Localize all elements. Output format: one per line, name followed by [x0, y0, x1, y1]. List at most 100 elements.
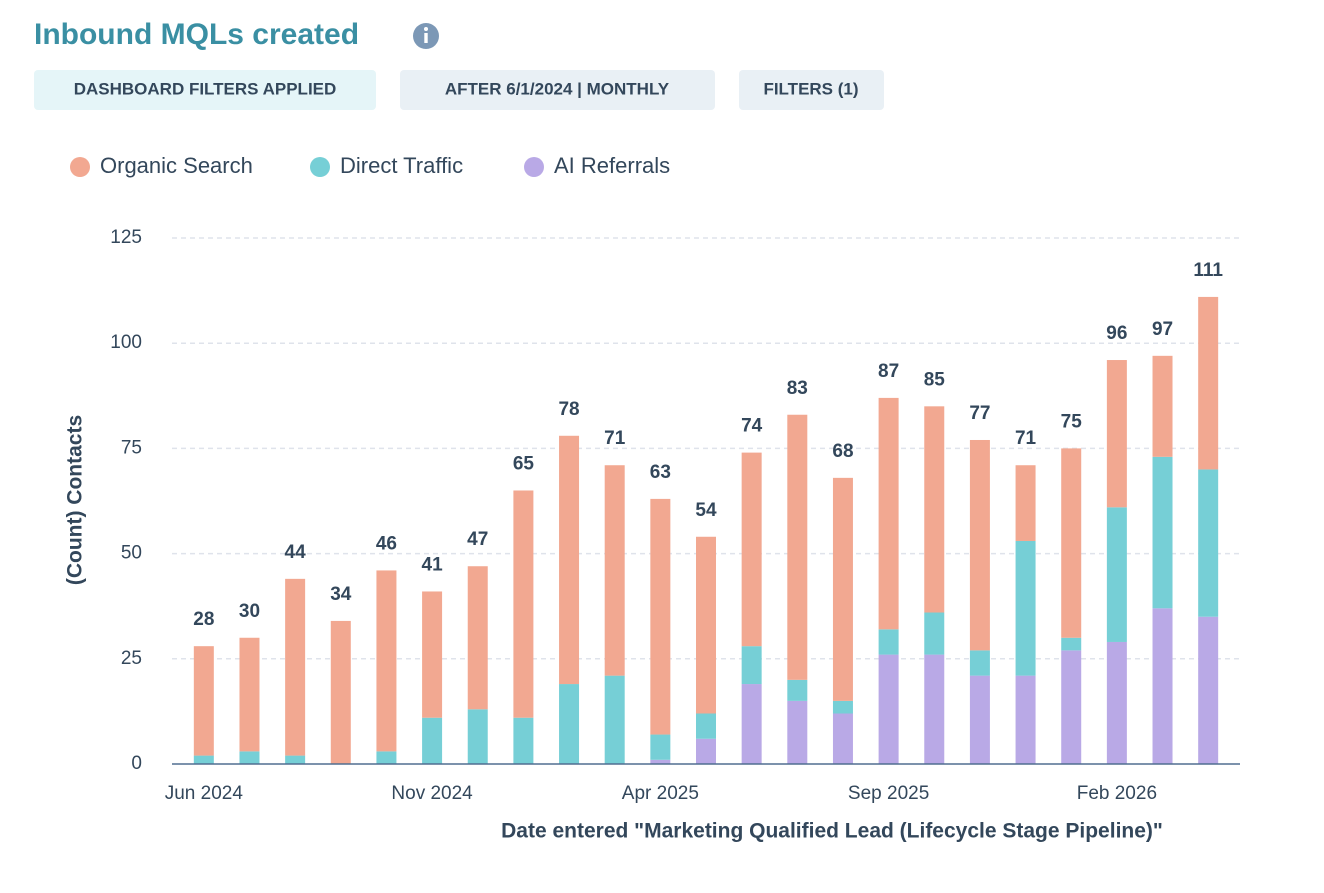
- chip-label: AFTER 6/1/2024 | MONTHLY: [445, 79, 670, 98]
- total-label: 47: [467, 529, 488, 550]
- bar-segment: [787, 679, 808, 701]
- bar-segment: [285, 578, 306, 756]
- total-label: 85: [924, 369, 946, 390]
- total-label: 34: [330, 584, 352, 605]
- bar-segment: [559, 684, 580, 764]
- bar-segment: [741, 452, 762, 647]
- bar-segment: [787, 414, 808, 680]
- bar-segment: [513, 490, 534, 718]
- bar-segment: [376, 751, 397, 764]
- bar-segment: [1152, 608, 1173, 764]
- total-label: 78: [558, 399, 579, 420]
- chip[interactable]: [739, 70, 884, 110]
- bar-segment: [193, 646, 214, 756]
- total-label: 74: [741, 416, 763, 437]
- y-tick-label: 75: [121, 437, 142, 458]
- total-label: 68: [832, 441, 853, 462]
- bar-segment: [1015, 540, 1036, 676]
- x-tick-label: Sep 2025: [848, 783, 929, 804]
- total-label: 44: [285, 542, 307, 563]
- bar-segment: [832, 700, 853, 714]
- bar-segment: [513, 717, 534, 764]
- bar-segment: [239, 637, 260, 752]
- bar-segment: [467, 709, 488, 764]
- legend-label: Direct Traffic: [340, 153, 463, 178]
- bar-segment: [422, 591, 443, 718]
- bar-segment: [878, 654, 899, 764]
- bar-segment: [696, 713, 716, 739]
- bar-segment: [650, 734, 671, 760]
- bar-segment: [696, 536, 716, 714]
- x-tick-label: Nov 2024: [391, 783, 473, 804]
- bar-segment: [1106, 360, 1127, 508]
- bar-segment: [696, 738, 716, 764]
- bar-segment: [969, 675, 990, 764]
- total-label: 77: [969, 403, 990, 424]
- total-label: 96: [1106, 323, 1127, 344]
- total-label: 83: [787, 378, 808, 399]
- bar-segment: [832, 477, 853, 701]
- y-tick-label: 0: [131, 753, 142, 774]
- bar-segment: [239, 751, 260, 764]
- bar-segment: [422, 717, 443, 764]
- bar-segment: [1015, 465, 1036, 541]
- x-axis-label: Date entered "Marketing Qualified Lead (…: [501, 820, 1163, 843]
- bar-segment: [924, 612, 945, 655]
- bar-segment: [604, 675, 625, 764]
- bar-segment: [1061, 650, 1082, 764]
- legend-swatch: [70, 157, 90, 177]
- bar-segment: [650, 759, 671, 764]
- chip-label: FILTERS (1): [763, 79, 858, 98]
- total-label: 54: [695, 500, 717, 521]
- bar-segment: [330, 620, 351, 764]
- total-label: 41: [422, 554, 444, 575]
- bar-segment: [1198, 296, 1219, 470]
- total-label: 71: [604, 428, 626, 449]
- bar-segment: [467, 566, 488, 710]
- x-tick-label: Apr 2025: [622, 783, 699, 804]
- total-label: 111: [1193, 260, 1223, 281]
- y-tick-label: 25: [121, 648, 142, 669]
- bar-segment: [193, 755, 214, 764]
- bar-segment: [1198, 616, 1219, 764]
- filter-chips: DASHBOARD FILTERS APPLIED AFTER 6/1/2024…: [34, 70, 884, 110]
- y-tick-label: 100: [110, 332, 142, 353]
- bar-segment: [969, 650, 990, 676]
- bar-segment: [1106, 641, 1127, 764]
- total-label: 75: [1061, 411, 1083, 432]
- bar-segment: [1061, 637, 1082, 651]
- bar-segment: [1106, 507, 1127, 642]
- chip[interactable]: [400, 70, 715, 110]
- bar-segment: [376, 570, 397, 752]
- chip[interactable]: [34, 70, 376, 110]
- bar-segment: [741, 684, 762, 764]
- chip-label: DASHBOARD FILTERS APPLIED: [74, 79, 337, 98]
- legend-swatch: [310, 157, 330, 177]
- x-tick-label: Feb 2026: [1077, 783, 1157, 804]
- total-label: 87: [878, 361, 899, 382]
- total-label: 71: [1015, 428, 1037, 449]
- total-label: 97: [1152, 319, 1173, 340]
- bar-segment: [1198, 469, 1219, 617]
- x-tick-label: Jun 2024: [165, 783, 244, 804]
- bar-segment: [878, 397, 899, 630]
- info-icon[interactable]: [413, 23, 439, 49]
- y-tick-label: 125: [110, 227, 142, 248]
- bar-segment: [787, 700, 808, 764]
- bar-segment: [832, 713, 853, 764]
- bar-segment: [1152, 456, 1173, 609]
- bar-segment: [1061, 448, 1082, 638]
- legend-label: AI Referrals: [554, 153, 670, 178]
- total-label: 30: [239, 601, 260, 622]
- bar-segment: [559, 435, 580, 685]
- total-label: 63: [650, 462, 671, 483]
- total-label: 28: [193, 609, 214, 630]
- bar-segment: [878, 629, 899, 655]
- legend-swatch: [524, 157, 544, 177]
- bar-segment: [604, 465, 625, 676]
- bar-segment: [285, 755, 306, 764]
- y-axis-label: (Count) Contacts: [64, 415, 87, 585]
- legend-label: Organic Search: [100, 153, 253, 178]
- bar-segment: [1152, 355, 1173, 457]
